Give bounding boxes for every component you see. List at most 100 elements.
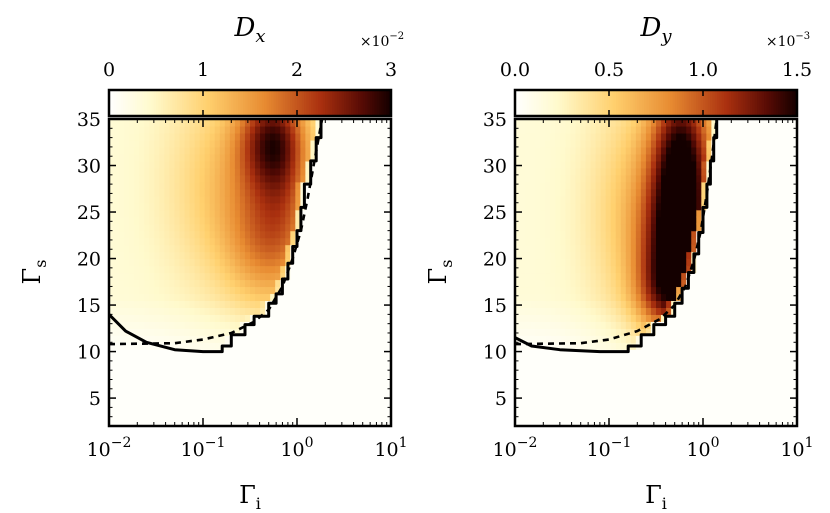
- heatmap-cell: [640, 119, 647, 127]
- heatmap-cell: [721, 188, 728, 197]
- heatmap-cell: [721, 272, 728, 281]
- heatmap-cell: [154, 216, 160, 225]
- heatmap-cell: [525, 195, 531, 204]
- heatmap-cell: [295, 342, 301, 350]
- heatmap-cell: [260, 223, 266, 232]
- heatmap-cell: [234, 384, 241, 392]
- heatmap-cell: [325, 300, 332, 308]
- heatmap-cell: [560, 342, 566, 350]
- heatmap-cell: [635, 272, 642, 281]
- heatmap-cell: [620, 356, 627, 364]
- heatmap-cell: [345, 293, 352, 302]
- heatmap-cell: [716, 384, 723, 392]
- heatmap-cell: [736, 174, 743, 183]
- heatmap-cell: [640, 230, 647, 239]
- heatmap-cell: [520, 349, 526, 357]
- heatmap-cell: [315, 119, 322, 127]
- colorbar-segment: [195, 90, 199, 116]
- heatmap-cell: [661, 356, 667, 364]
- heatmap-cell: [159, 300, 165, 308]
- heatmap-cell: [671, 293, 677, 302]
- heatmap-cell: [159, 202, 165, 211]
- heatmap-cell: [320, 251, 327, 260]
- heatmap-cell: [129, 244, 135, 253]
- heatmap-cell: [139, 174, 145, 183]
- heatmap-cell: [144, 132, 150, 141]
- colorbar-segment: [252, 90, 256, 116]
- heatmap-cell: [676, 405, 682, 413]
- heatmap-cell: [365, 146, 372, 155]
- heatmap-cell: [595, 384, 602, 392]
- heatmap-cell: [706, 293, 712, 302]
- heatmap-cell: [595, 125, 602, 134]
- heatmap-cell: [365, 307, 372, 315]
- heatmap-cell: [234, 300, 241, 308]
- heatmap-cell: [711, 209, 718, 218]
- heatmap-cell: [656, 119, 662, 127]
- heatmap-cell: [661, 216, 667, 225]
- heatmap-cell: [270, 209, 276, 218]
- heatmap-cell: [645, 195, 652, 204]
- heatmap-cell: [520, 244, 526, 253]
- heatmap-cell: [149, 405, 155, 413]
- heatmap-cell: [676, 286, 682, 295]
- heatmap-cell: [365, 230, 372, 239]
- heatmap-cell: [244, 398, 251, 406]
- colorbar-tick-label: 0.5: [594, 59, 624, 81]
- heatmap-cell: [365, 244, 372, 253]
- colorbar-segment: [627, 90, 631, 116]
- heatmap-cell: [119, 132, 125, 141]
- heatmap-cell: [525, 349, 531, 357]
- heatmap-cell: [736, 244, 743, 253]
- heatmap-cell: [234, 412, 241, 420]
- heatmap-cell: [681, 314, 687, 322]
- heatmap-cell: [666, 160, 672, 169]
- heatmap-cell: [179, 244, 186, 253]
- heatmap-cell: [320, 139, 327, 148]
- heatmap-cell: [234, 377, 241, 385]
- colorbar-segment: [358, 90, 361, 116]
- heatmap-cell: [219, 160, 226, 169]
- heatmap-cell: [686, 139, 692, 148]
- heatmap-cell: [726, 412, 733, 420]
- heatmap-cell: [129, 307, 135, 315]
- heatmap-cell: [229, 209, 236, 218]
- heatmap-cell: [385, 167, 392, 176]
- heatmap-cell: [325, 119, 332, 127]
- heatmap-cell: [290, 125, 296, 134]
- heatmap-cell: [174, 384, 181, 392]
- heatmap-cell: [545, 153, 551, 162]
- heatmap-cell: [134, 405, 140, 413]
- heatmap-cell: [129, 349, 135, 357]
- heatmap-cell: [656, 153, 662, 162]
- heatmap-cell: [645, 167, 652, 176]
- heatmap-cell: [550, 202, 556, 211]
- heatmap-cell: [265, 342, 271, 350]
- heatmap-cell: [239, 377, 246, 385]
- heatmap-cell: [179, 405, 186, 413]
- heatmap-cell: [350, 286, 357, 295]
- heatmap-cell: [320, 286, 327, 295]
- colorbar-segment: [524, 90, 528, 116]
- heatmap-cell: [575, 314, 582, 322]
- heatmap-cell: [335, 174, 342, 183]
- heatmap-cell: [565, 146, 571, 155]
- heatmap-cell: [325, 279, 332, 288]
- heatmap-cell: [129, 139, 135, 148]
- heatmap-cell: [716, 209, 723, 218]
- colorbar-segment: [740, 90, 744, 116]
- heatmap-cell: [169, 125, 176, 134]
- heatmap-cell: [380, 363, 387, 371]
- heatmap-cell: [545, 293, 551, 302]
- heatmap-cell: [610, 258, 617, 267]
- heatmap-cell: [144, 405, 150, 413]
- heatmap-cell: [194, 342, 201, 350]
- colorbar-segment: [383, 90, 387, 116]
- heatmap-cell: [726, 153, 733, 162]
- heatmap-cell: [265, 132, 271, 141]
- colorbar-dy: [513, 88, 799, 118]
- heatmap-cell: [570, 251, 577, 260]
- colorbar-segment: [761, 90, 765, 116]
- heatmap-cell: [590, 391, 597, 399]
- heatmap-cell: [706, 265, 712, 274]
